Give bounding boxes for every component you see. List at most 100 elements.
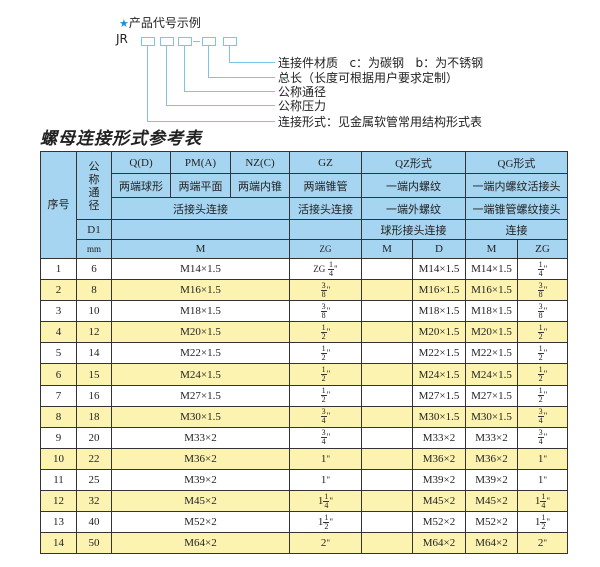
inch-mark: ": [329, 516, 334, 527]
leader-line: [147, 121, 275, 122]
cell-m: M16×1.5: [111, 279, 290, 302]
cell-m: M18×1.5: [111, 300, 290, 323]
header-nz: NZ(C): [230, 151, 290, 174]
header-pm-desc: 两端平面: [170, 173, 231, 198]
cell-qg-zg: 1": [517, 468, 568, 492]
inch-mark: ": [326, 347, 331, 358]
inch-mark: ": [546, 495, 551, 506]
cell-qz-d: M16×1.5: [412, 279, 466, 302]
cell-qg-m: M16×1.5: [465, 279, 518, 302]
header-qg-connection: 一端锥管螺纹接头: [465, 197, 568, 220]
cell-seq: 8: [40, 405, 77, 428]
inch-mark: ": [543, 453, 548, 464]
inch-mark: ": [543, 411, 548, 422]
cell-qz-d: M52×2: [412, 511, 466, 534]
zg-whole: 1: [317, 515, 324, 528]
cell-qz-m: [361, 426, 413, 449]
cell-qz-d: M18×1.5: [412, 300, 466, 323]
cell-seq: 6: [40, 363, 77, 386]
zg-whole: 1: [534, 494, 541, 507]
cell-seq: 2: [40, 279, 77, 302]
table-row: 4 12 M20×1.5 1 2 " M20×1.5 M20×1.5 1 2 ": [40, 321, 568, 344]
fraction-denominator: 2: [538, 331, 543, 341]
leader-line: [166, 46, 167, 105]
inch-mark: ": [326, 432, 331, 443]
cell-qg-zg: 3 4 ": [517, 405, 568, 428]
table-row: 7 16 M27×1.5 1 2 " M27×1.5 M27×1.5 1 2 ": [40, 384, 568, 407]
cell-qz-m: [361, 321, 413, 344]
cell-qz-m: [361, 405, 413, 428]
header-zg: ZG: [289, 239, 362, 259]
fraction-denominator: 8: [538, 310, 543, 320]
cell-seq: 9: [40, 426, 77, 449]
cell-qz-m: [361, 300, 413, 323]
cell-qz-d: M22×1.5: [412, 342, 466, 365]
fraction-numerator: 1: [540, 491, 547, 502]
inch-mark: ": [543, 474, 548, 485]
fraction-denominator: 4: [324, 500, 329, 510]
inch-mark: ": [326, 474, 331, 485]
cell-qz-m: [361, 363, 413, 386]
cell-qg-zg: 3 4 ": [517, 426, 568, 449]
inch-mark: ": [326, 453, 331, 464]
fraction-denominator: 2: [321, 374, 326, 384]
cell-m: M36×2: [111, 447, 290, 470]
fraction-denominator: 4: [541, 500, 546, 510]
cell-qg-m: M27×1.5: [465, 384, 518, 407]
cell-qg-m: M36×2: [465, 447, 518, 470]
cell-m: M14×1.5: [111, 257, 290, 281]
cell-zg: ZG 1 4 ": [289, 257, 362, 281]
cell-m: M20×1.5: [111, 321, 290, 344]
header-qz-m: M: [361, 239, 413, 259]
cell-qg-m: M22×1.5: [465, 342, 518, 365]
inch-mark: ": [334, 263, 338, 274]
cell-qz-d: M24×1.5: [412, 363, 466, 386]
fraction-numerator: 3: [320, 428, 327, 439]
zg-prefix: ZG: [313, 263, 326, 274]
cell-d1: 32: [76, 490, 112, 513]
cell-qz-d: M45×2: [412, 490, 466, 513]
fraction-numerator: 3: [320, 280, 327, 291]
fraction-denominator: 8: [538, 289, 543, 299]
code-box: [223, 37, 237, 46]
cell-m: M22×1.5: [111, 342, 290, 365]
cell-qg-zg: 2": [517, 532, 568, 555]
table-row: 9 20 M33×2 3 4 " M33×2 M33×2 3 4 ": [40, 426, 568, 449]
header-qg: QG形式: [465, 151, 568, 174]
fraction-numerator: 1: [323, 491, 330, 502]
fraction-denominator: 8: [321, 289, 326, 299]
fraction-numerator: 1: [320, 343, 327, 354]
cell-qz-m: [361, 468, 413, 492]
cell-seq: 3: [40, 300, 77, 323]
cell-qg-zg: 1 2 ": [517, 342, 568, 365]
fraction-numerator: 3: [537, 301, 544, 312]
inch-mark: ": [326, 369, 331, 380]
leader-line: [208, 77, 275, 78]
fraction-numerator: 3: [320, 407, 327, 418]
table-row: 14 50 M64×2 2" M64×2 M64×2 2": [40, 532, 568, 555]
cell-qg-zg: 1 2 ": [517, 321, 568, 344]
fraction-numerator: 3: [537, 280, 544, 291]
cell-qg-m: M24×1.5: [465, 363, 518, 386]
header-qz-desc: 一端内螺纹: [361, 173, 466, 198]
cell-m: M64×2: [111, 532, 290, 555]
zg-whole: 1: [537, 452, 544, 465]
cell-qz-m: [361, 511, 413, 534]
fraction-numerator: 3: [537, 407, 544, 418]
fraction-numerator: 1: [537, 386, 544, 397]
table-row: 8 18 M30×1.5 3 4 " M30×1.5 M30×1.5 3 4 ": [40, 405, 568, 428]
code-box: [202, 37, 216, 46]
inch-mark: ": [326, 390, 331, 401]
table-row: 6 15 M24×1.5 1 2 " M24×1.5 M24×1.5 1 2 ": [40, 363, 568, 386]
header-empty: [111, 219, 290, 240]
inch-mark: ": [326, 305, 331, 316]
cell-zg: 1 2 ": [289, 384, 362, 407]
